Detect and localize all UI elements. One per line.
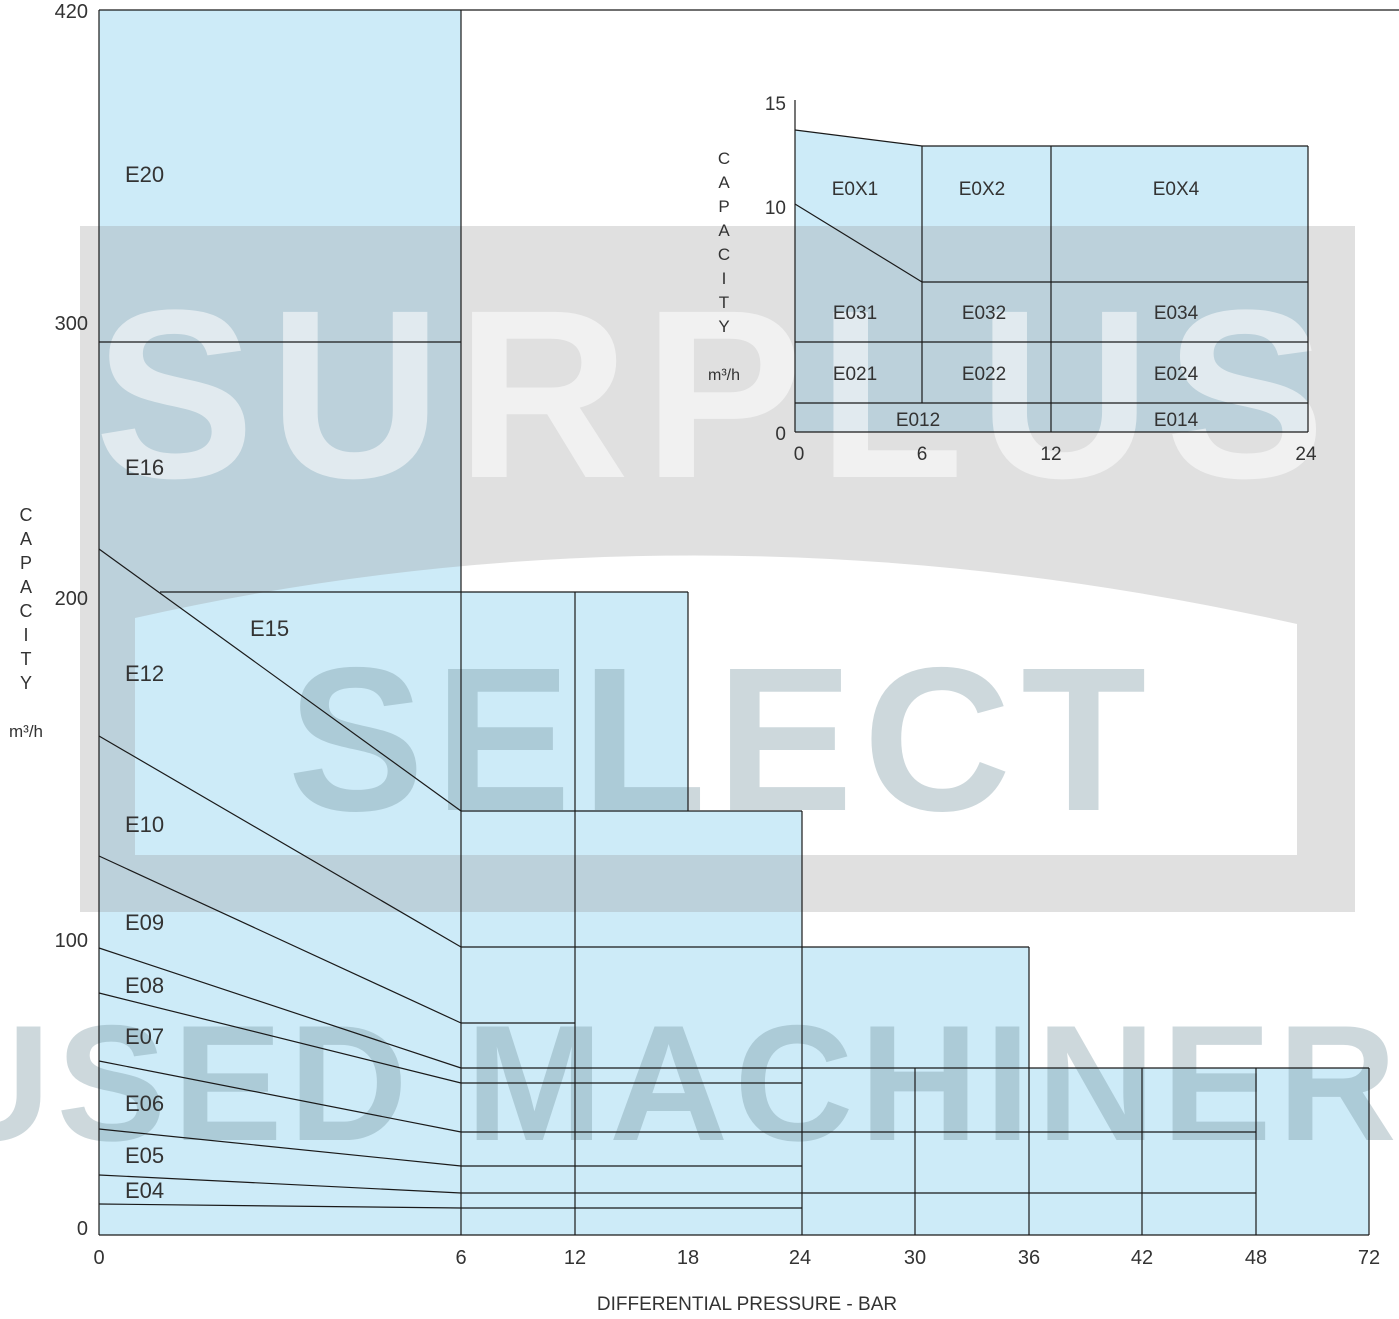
inset-label-e024: E024 xyxy=(1154,364,1199,385)
y-axis-letter: C xyxy=(20,601,33,621)
main-y-ticks: 420 300 200 100 0 xyxy=(55,1,88,1240)
inset-label-e022: E022 xyxy=(962,364,1006,385)
inset-region-labels: E0X1 E0X2 E0X4 E031 E032 E034 E021 E022 … xyxy=(832,179,1200,431)
e07-slope xyxy=(98,992,462,1084)
main-x-ticks: 0 6 12 18 24 30 36 42 48 72 xyxy=(93,1247,1380,1269)
inset-y-axis-letter: Y xyxy=(718,317,729,336)
inset-y-ticks: 15 10 0 xyxy=(765,94,786,445)
inset-y-axis-letter: A xyxy=(718,221,730,240)
region-label-e15: E15 xyxy=(250,616,289,641)
inset-y-axis-letter: T xyxy=(719,293,729,312)
inset-region-lines xyxy=(794,100,1309,433)
inset-label-e031: E031 xyxy=(833,303,877,324)
region-label-e04: E04 xyxy=(125,1178,164,1203)
inset-label-e032: E032 xyxy=(962,303,1006,324)
inset-y-axis-letter: A xyxy=(718,173,730,192)
inset-e0x1-top xyxy=(794,129,923,147)
x-tick-label: 0 xyxy=(93,1247,104,1269)
y-tick-label: 420 xyxy=(55,1,88,23)
region-label-e05: E05 xyxy=(125,1143,164,1168)
x-tick-label: 6 xyxy=(455,1247,466,1269)
inset-y-axis-unit: m³/h xyxy=(708,367,740,384)
inset-label-e0x1: E0X1 xyxy=(832,179,878,200)
fill-e20-area xyxy=(99,10,461,1235)
region-label-e16: E16 xyxy=(125,455,164,480)
x-axis-title: DIFFERENTIAL PRESSURE - BAR xyxy=(597,1294,897,1315)
inset-x-tick-label: 12 xyxy=(1040,444,1061,465)
x-tick-label: 12 xyxy=(564,1247,586,1269)
y-tick-label: 100 xyxy=(55,930,88,952)
x-tick-label: 72 xyxy=(1358,1247,1380,1269)
inset-label-e034: E034 xyxy=(1154,303,1199,324)
inset-y-axis-letter: C xyxy=(718,245,730,264)
inset-label-e012: E012 xyxy=(896,410,940,431)
region-label-e10: E10 xyxy=(125,812,164,837)
inset-y-axis-letter: C xyxy=(718,149,730,168)
inset-x-tick-label: 6 xyxy=(917,444,928,465)
fill-e12-area xyxy=(688,811,802,1235)
fill-e08-area xyxy=(1029,1068,1369,1235)
region-label-e20: E20 xyxy=(125,162,164,187)
inset-y-tick-label: 10 xyxy=(765,198,786,219)
inset-x-ticks: 0 6 12 24 xyxy=(794,444,1317,465)
watermark-line2: SELECT xyxy=(288,625,1157,854)
watermark-banner xyxy=(80,226,1355,912)
e12-slope xyxy=(98,548,462,812)
watermark-line1: SURPLUS xyxy=(95,260,1340,528)
e04-slope xyxy=(98,1174,462,1194)
e08-slope xyxy=(98,947,462,1069)
inset-label-e014: E014 xyxy=(1154,410,1199,431)
e03-slope xyxy=(98,1203,462,1209)
x-tick-label: 42 xyxy=(1131,1247,1153,1269)
x-tick-label: 36 xyxy=(1018,1247,1040,1269)
x-tick-label: 48 xyxy=(1245,1247,1267,1269)
e06-slope xyxy=(98,1060,462,1133)
inset-e031-slope xyxy=(794,203,923,283)
region-label-e08: E08 xyxy=(125,973,164,998)
inset-x-tick-label: 24 xyxy=(1295,444,1317,465)
watermark: SURPLUS SELECT USED MACHINERY xyxy=(0,226,1399,1175)
inset-y-tick-label: 0 xyxy=(775,424,786,445)
e05-slope xyxy=(98,1128,462,1167)
y-axis-letter: Y xyxy=(20,673,32,693)
y-axis-letter: T xyxy=(21,649,32,669)
main-y-axis-title: C A P A C I T Y m³/h xyxy=(9,505,43,741)
region-label-e07: E07 xyxy=(125,1024,164,1049)
y-axis-unit: m³/h xyxy=(9,722,43,741)
y-axis-letter: A xyxy=(20,529,32,549)
e10-slope xyxy=(98,735,462,948)
main-region-lines xyxy=(98,9,1399,1236)
y-tick-label: 200 xyxy=(55,588,88,610)
main-region-fills xyxy=(99,10,1369,1235)
region-label-e12: E12 xyxy=(125,661,164,686)
y-tick-label: 300 xyxy=(55,313,88,335)
main-region-labels: E20 E16 E15 E12 E10 E09 E08 E07 E06 E05 … xyxy=(125,162,289,1203)
inset-label-e021: E021 xyxy=(833,364,877,385)
x-tick-label: 30 xyxy=(904,1247,926,1269)
inset-y-axis-title: C A P A C I T Y m³/h xyxy=(708,149,740,384)
inset-label-e0x2: E0X2 xyxy=(959,179,1005,200)
region-label-e06: E06 xyxy=(125,1091,164,1116)
inset-y-axis-letter: P xyxy=(718,197,729,216)
y-tick-label: 0 xyxy=(77,1218,88,1240)
y-axis-letter: P xyxy=(20,553,32,573)
y-axis-letter: I xyxy=(23,625,28,645)
inset-y-tick-label: 15 xyxy=(765,94,786,115)
y-axis-letter: C xyxy=(20,505,33,525)
y-axis-letter: A xyxy=(20,577,32,597)
x-tick-label: 24 xyxy=(789,1247,811,1269)
inset-x-tick-label: 0 xyxy=(794,444,805,465)
inset-label-e0x4: E0X4 xyxy=(1153,179,1200,200)
region-label-e09: E09 xyxy=(125,910,164,935)
e09-slope xyxy=(98,855,462,1024)
x-tick-label: 18 xyxy=(677,1247,699,1269)
inset-y-axis-letter: I xyxy=(722,269,727,288)
